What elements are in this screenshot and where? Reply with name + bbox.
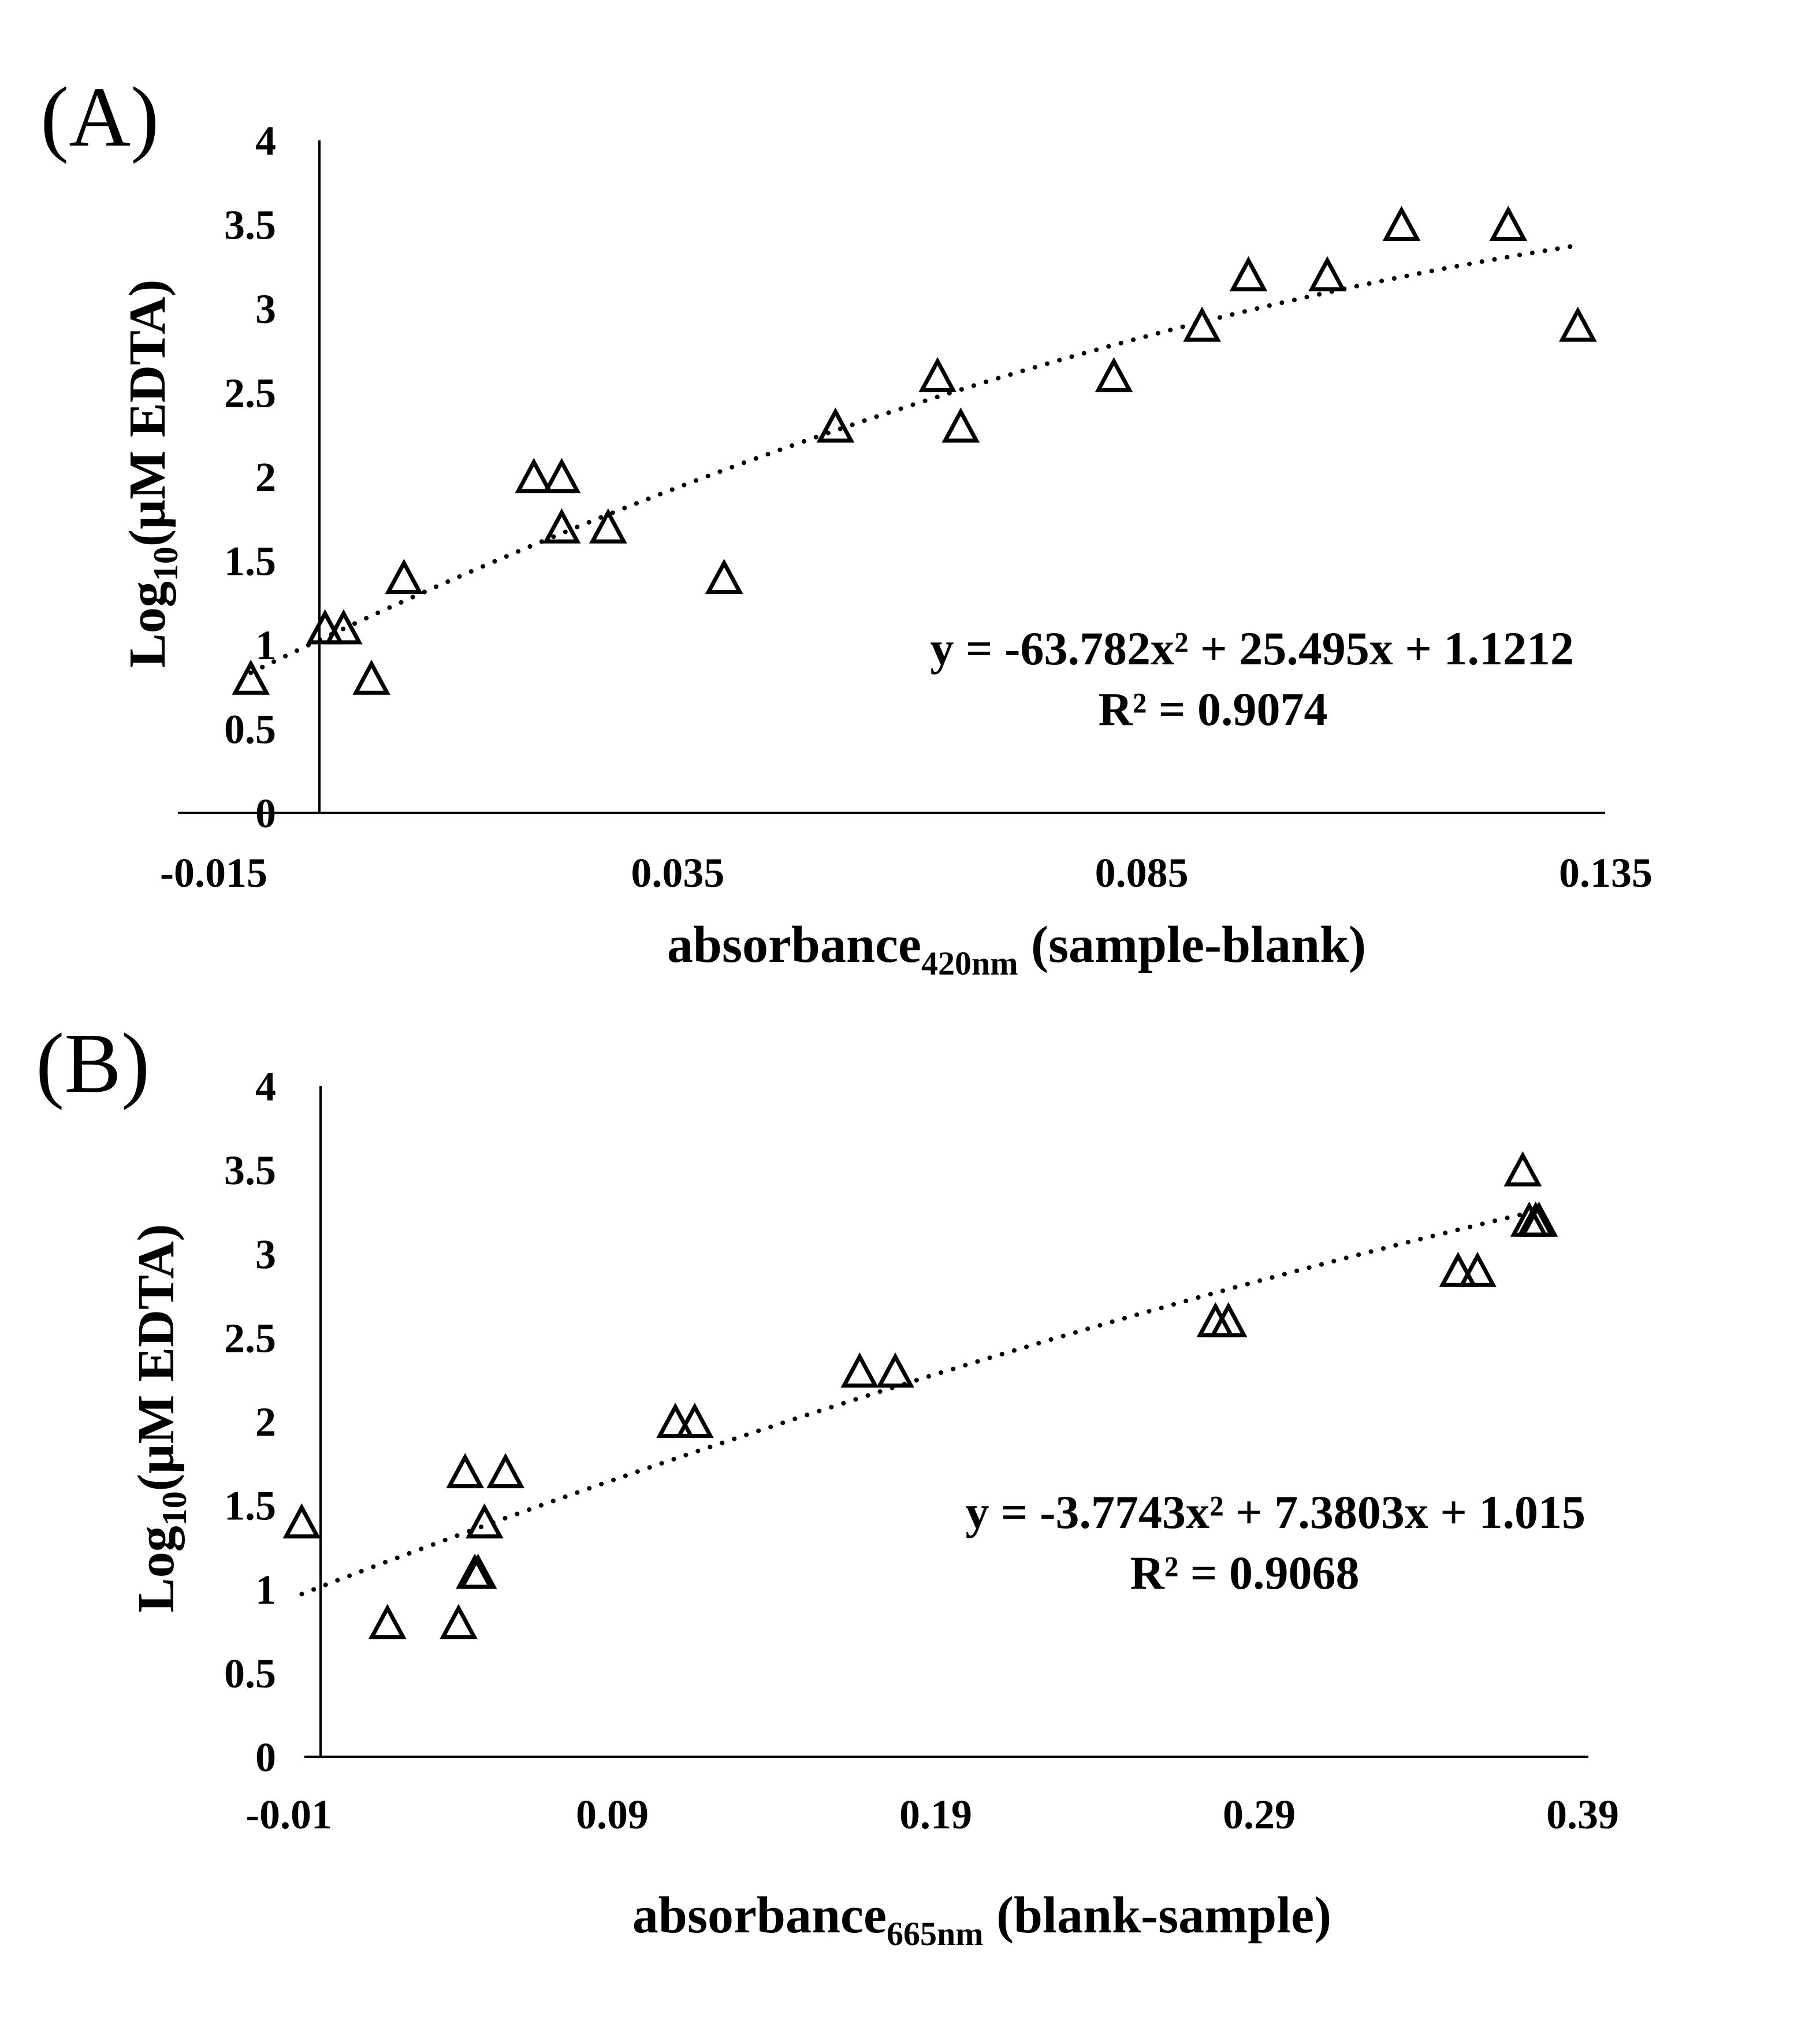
data-point-marker [1229, 256, 1268, 292]
y-tick-label: 4 [255, 118, 276, 164]
panel-b-x-tick-labels: -0.01 0.09 0.19 0.29 0.39 [245, 1791, 1619, 1838]
panel-b-ylabel-main: Log [128, 1526, 185, 1612]
x-tick-label: -0.01 [245, 1791, 332, 1838]
y-tick-label: 3.5 [224, 1147, 276, 1194]
panel-b-xlabel-sub: 665nm [887, 1915, 984, 1953]
panel-b-xlabel-main: absorbance [632, 1887, 887, 1944]
data-point-marker [1558, 306, 1597, 342]
data-point-marker [459, 1553, 497, 1589]
y-tick-label: 0.5 [224, 1650, 276, 1697]
data-point-marker [816, 407, 855, 443]
data-point-marker [282, 1503, 321, 1539]
data-point-marker [465, 1503, 504, 1539]
x-tick-label: 0.19 [899, 1791, 972, 1838]
panel-b-label: (B) [36, 1016, 150, 1111]
data-point-marker [368, 1604, 407, 1639]
panel-b-y-tick-labels: 0 0.5 1 1.5 2 2.5 3 3.5 4 [224, 1064, 276, 1780]
data-point-marker [918, 357, 957, 392]
data-point-marker [306, 609, 344, 645]
panel-a-equation: y = -63.782x² + 25.495x + 1.1212 [930, 622, 1574, 675]
y-tick-label: 3 [255, 286, 276, 332]
y-tick-label: 0.5 [224, 707, 276, 753]
panel-a-trendline [248, 243, 1580, 675]
panel-b-y-axis-title: Log10(µM EDTA) [128, 1224, 193, 1613]
panel-b: (B) 0 0.5 1 1.5 2 2.5 3 3.5 4 -0.01 0.09 0.19 0.29 0… [36, 1016, 1619, 1953]
data-point-marker [542, 458, 581, 493]
data-point-marker [941, 407, 980, 443]
data-point-marker [1308, 256, 1346, 292]
x-tick-label: 0.09 [576, 1791, 649, 1838]
panel-a-y-axis-title: Log10(µM EDTA) [119, 280, 185, 668]
panel-a-y-tick-labels: 00.511.522.533.54 [224, 118, 276, 836]
panel-a-xlabel-main: absorbance [667, 916, 921, 973]
data-point-marker [1520, 1201, 1558, 1237]
data-point-marker [542, 508, 581, 544]
panel-a-xlabel-sub: 420nm [921, 945, 1018, 982]
data-point-marker [1458, 1251, 1497, 1287]
y-tick-label: 1.5 [224, 538, 276, 585]
y-tick-label: 1.5 [224, 1483, 276, 1529]
data-point-marker [1095, 357, 1133, 392]
panel-b-ylabel-sub: 10 [155, 1491, 193, 1526]
y-tick-label: 3.5 [224, 202, 276, 248]
panel-a-ylabel-main: Log [119, 581, 176, 668]
data-point-marker [675, 1403, 714, 1438]
data-point-marker [446, 1453, 485, 1489]
data-point-marker [656, 1403, 695, 1438]
data-point-marker [1503, 1151, 1542, 1187]
trendline-curve [299, 1208, 1542, 1597]
panel-a-label: (A) [40, 70, 159, 165]
panel-a-ylabel-sub: 10 [147, 546, 185, 581]
panel-a-x-axis-title: absorbance420nm (sample-blank) [667, 916, 1366, 982]
panel-a-xlabel-rest: (sample-blank) [1018, 916, 1367, 973]
data-point-marker [1382, 206, 1421, 241]
y-tick-label: 0 [255, 790, 276, 836]
data-point-marker [1209, 1302, 1248, 1337]
data-point-marker [515, 458, 553, 493]
data-point-marker [1489, 206, 1528, 241]
panel-a-ylabel-rest: (µM EDTA) [119, 280, 176, 547]
y-tick-label: 1 [255, 1567, 276, 1613]
data-point-marker [385, 559, 423, 594]
data-point-marker [440, 1604, 478, 1639]
x-tick-label: 0.39 [1546, 1791, 1619, 1838]
y-tick-label: 3 [255, 1231, 276, 1277]
y-tick-label: 2.5 [224, 370, 276, 417]
x-tick-label: 0.085 [1095, 850, 1189, 896]
data-point-marker [486, 1453, 525, 1489]
panel-b-x-axis-title: absorbance665nm (blank-sample) [632, 1887, 1331, 1953]
y-tick-label: 4 [255, 1064, 276, 1110]
data-point-marker [589, 508, 627, 544]
data-point-marker [705, 559, 743, 594]
data-point-marker [1439, 1251, 1477, 1287]
data-point-marker [325, 609, 363, 645]
data-point-marker [876, 1352, 914, 1388]
y-tick-label: 2 [255, 454, 276, 500]
trendline-curve [248, 243, 1580, 675]
panel-a: (A) 00.511.522.533.54 -0.015 0.035 0.085 0.… [40, 70, 1652, 982]
data-point-marker [840, 1352, 879, 1388]
panel-a-x-tick-labels: -0.015 0.035 0.085 0.135 [160, 850, 1652, 896]
x-tick-label: 0.29 [1223, 1791, 1296, 1838]
panel-b-xlabel-rest: (blank-sample) [984, 1887, 1332, 1944]
panel-b-ylabel-rest: (µM EDTA) [128, 1224, 185, 1492]
data-point-marker [232, 659, 270, 695]
data-point-marker [1183, 306, 1221, 342]
panel-a-data-points [232, 206, 1597, 695]
x-tick-label: 0.135 [1559, 850, 1652, 896]
y-tick-label: 2.5 [224, 1315, 276, 1361]
panel-b-r-squared: R² = 0.9068 [1130, 1546, 1359, 1599]
x-tick-label: -0.015 [160, 850, 267, 896]
data-point-marker [352, 659, 391, 695]
y-tick-label: 0 [255, 1734, 276, 1780]
x-tick-label: 0.035 [631, 850, 724, 896]
panel-b-trendline [299, 1208, 1542, 1597]
panel-a-r-squared: R² = 0.9074 [1098, 683, 1327, 735]
y-tick-label: 2 [255, 1399, 276, 1445]
panel-b-equation: y = -3.7743x² + 7.3803x + 1.015 [965, 1486, 1585, 1538]
panel-b-data-points [282, 1151, 1558, 1639]
